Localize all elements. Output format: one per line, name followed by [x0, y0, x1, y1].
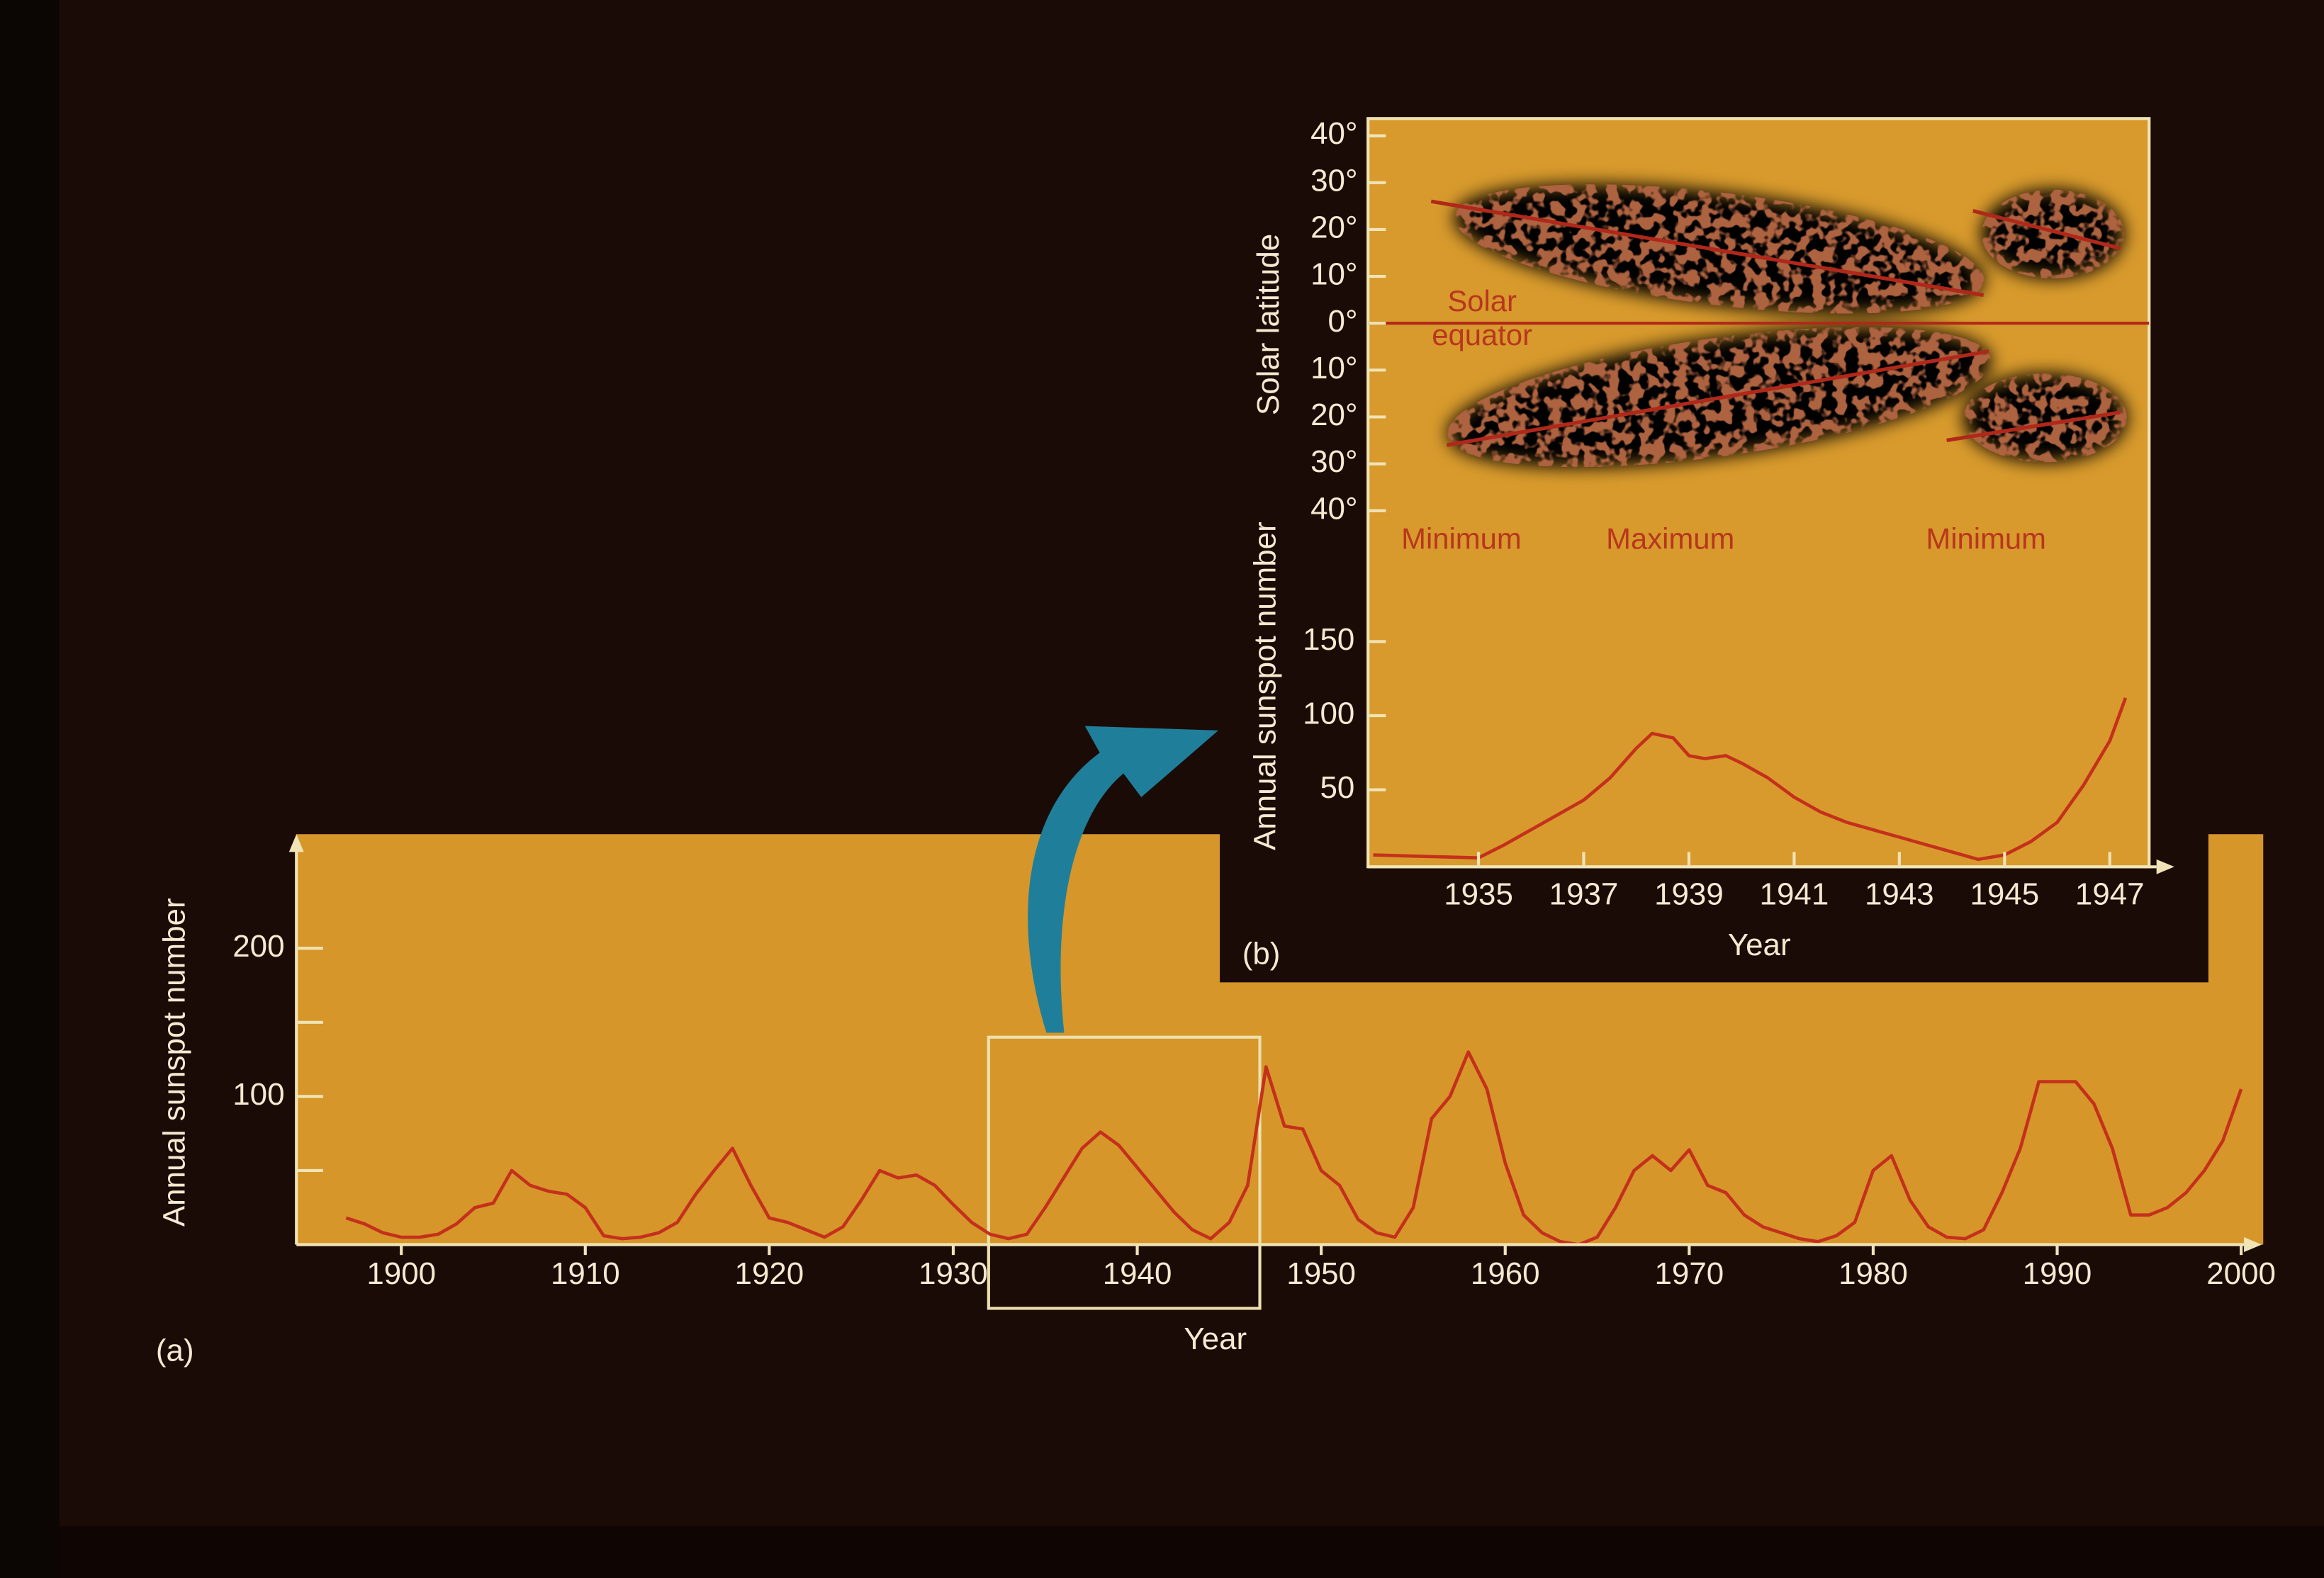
x-tick-label: 1935: [1444, 877, 1513, 912]
x-tick-label: 1940: [1103, 1256, 1172, 1291]
y-tick-label: 30°: [1310, 163, 1357, 198]
axis-arrow: [2244, 1237, 2262, 1252]
y-tick-label: 30°: [1310, 444, 1357, 479]
phase-label: Maximum: [1606, 522, 1734, 555]
latitude-trend: [1972, 209, 2121, 250]
x-tick-label: 1920: [735, 1256, 804, 1291]
y-tick-label: 10°: [1310, 351, 1357, 385]
y-axis-label: Solar latitude: [1251, 234, 1286, 415]
x-tick-label: 1950: [1286, 1256, 1356, 1291]
panel-a: [296, 834, 2264, 1245]
equator-label-box: Solar equator: [1432, 286, 1533, 353]
phase-label: Minimum: [1926, 522, 2046, 555]
axis-arrow: [288, 834, 304, 852]
y-tick-label: 150: [1303, 622, 1354, 657]
x-axis-label: Year: [1728, 928, 1791, 962]
panel-label: (b): [1242, 936, 1281, 971]
x-tick-label: 1945: [1970, 877, 2039, 912]
y-tick-label: 100: [232, 1077, 284, 1112]
axis-arrow: [2156, 859, 2174, 874]
equator-label: Solar equator: [1432, 286, 1533, 353]
edge: [59, 1526, 2324, 1578]
zoom-arrow: [1028, 726, 1218, 1033]
x-tick-label: 1970: [1654, 1256, 1724, 1291]
x-tick-label: 1960: [1471, 1256, 1540, 1291]
sunspot-line: [345, 1050, 2243, 1246]
x-tick-label: 1947: [2075, 877, 2145, 912]
sunspot-band: [1963, 373, 2127, 463]
x-tick-label: 1900: [366, 1256, 436, 1291]
y-tick-label: 10°: [1310, 257, 1357, 292]
x-tick-label: 1910: [551, 1256, 620, 1291]
zoom-box: [987, 1035, 1262, 1310]
latitude-trend: [1446, 349, 1989, 447]
y-tick-label: 200: [232, 929, 284, 964]
x-tick-label: 1939: [1654, 877, 1724, 912]
sunspot-band: [1981, 189, 2124, 279]
x-axis-label: Year: [1184, 1321, 1247, 1356]
y-tick-label: 50: [1320, 770, 1355, 805]
x-tick-label: 2000: [2206, 1256, 2276, 1291]
y-axis-label: Annual sunspot number: [1248, 522, 1283, 850]
phase-label: Minimum: [1401, 522, 1522, 555]
panel-label: (a): [156, 1334, 194, 1368]
y-tick-label: 40°: [1310, 491, 1357, 526]
latitude-trend: [1946, 410, 2121, 443]
x-tick-label: 1930: [919, 1256, 988, 1291]
x-tick-label: 1990: [2023, 1256, 2092, 1291]
y-tick-label: 20°: [1310, 398, 1357, 432]
y-axis-label: Annual sunspot number: [157, 898, 191, 1227]
x-tick-label: 1980: [1839, 1256, 1908, 1291]
y-tick-label: 40°: [1310, 116, 1357, 151]
x-tick-label: 1943: [1865, 877, 1934, 912]
x-tick-label: 1937: [1549, 877, 1619, 912]
y-tick-label: 20°: [1310, 210, 1357, 245]
edge: [0, 0, 60, 1578]
latitude-trend: [1430, 199, 1985, 298]
x-tick-label: 1941: [1760, 877, 1829, 912]
y-tick-label: 100: [1303, 697, 1354, 731]
sunspot-line: [1373, 697, 2128, 862]
y-tick-label: 0°: [1328, 304, 1358, 339]
